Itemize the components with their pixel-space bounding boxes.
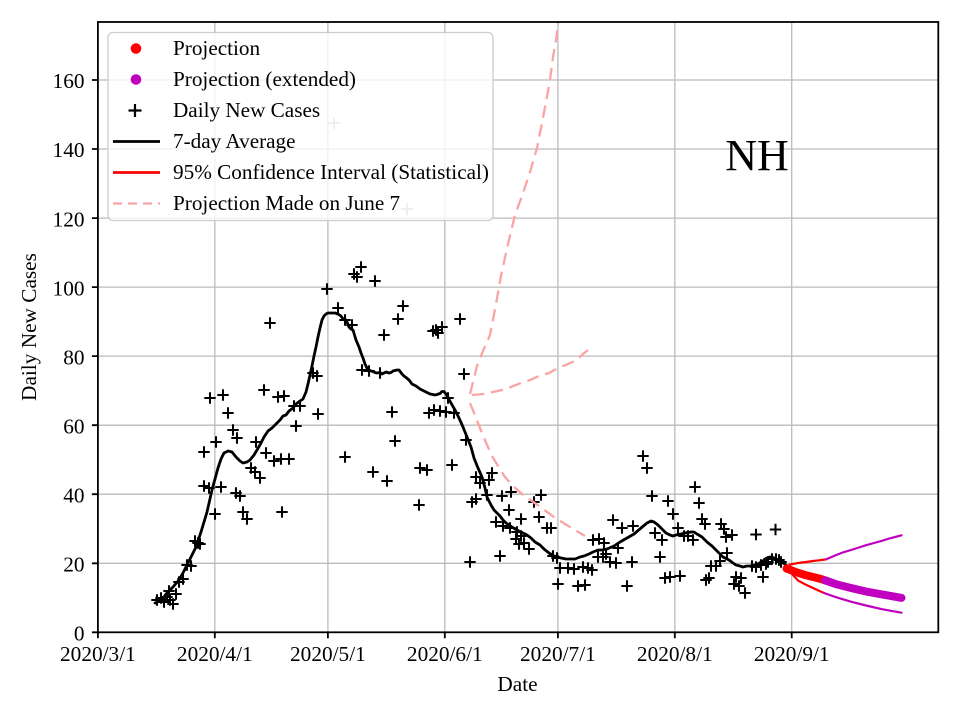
svg-text:120: 120 — [53, 207, 85, 231]
svg-text:2020/9/1: 2020/9/1 — [754, 642, 830, 666]
svg-text:Daily New Cases: Daily New Cases — [17, 253, 41, 401]
svg-text:2020/4/1: 2020/4/1 — [177, 642, 253, 666]
svg-text:2020/7/1: 2020/7/1 — [520, 642, 596, 666]
svg-text:Date: Date — [497, 672, 537, 696]
svg-text:140: 140 — [53, 138, 85, 162]
svg-text:2020/3/1: 2020/3/1 — [60, 642, 136, 666]
svg-text:Projection: Projection — [173, 36, 260, 60]
svg-text:7-day Average: 7-day Average — [173, 129, 296, 153]
svg-text:20: 20 — [63, 553, 84, 577]
svg-text:0: 0 — [74, 622, 85, 646]
svg-text:100: 100 — [53, 276, 85, 300]
svg-text:Daily New Cases: Daily New Cases — [173, 98, 320, 122]
svg-text:80: 80 — [63, 345, 84, 369]
svg-text:NH: NH — [725, 131, 789, 180]
svg-text:Projection Made on June 7: Projection Made on June 7 — [173, 191, 400, 215]
svg-text:2020/8/1: 2020/8/1 — [637, 642, 713, 666]
svg-text:2020/5/1: 2020/5/1 — [290, 642, 366, 666]
svg-text:40: 40 — [63, 483, 84, 507]
svg-text:160: 160 — [53, 69, 85, 93]
svg-text:Projection (extended): Projection (extended) — [173, 67, 356, 91]
svg-text:60: 60 — [63, 414, 84, 438]
svg-text:95% Confidence Interval (Stati: 95% Confidence Interval (Statistical) — [173, 160, 489, 184]
svg-text:2020/6/1: 2020/6/1 — [407, 642, 483, 666]
